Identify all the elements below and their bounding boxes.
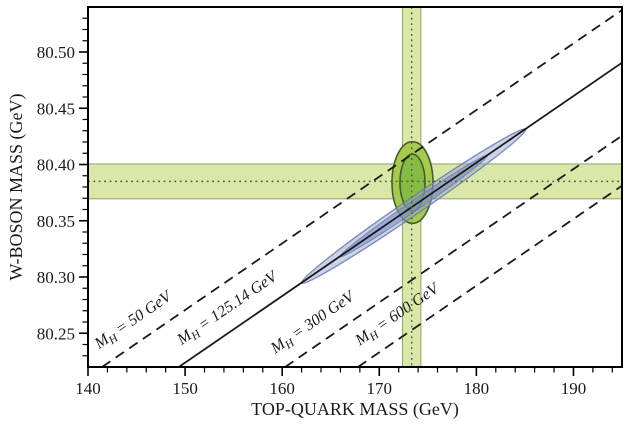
y-tick-label: 80.45 — [37, 99, 75, 118]
higgs-line-300 — [284, 134, 622, 367]
higgs-line-label-300: MH = 300 GeV — [267, 287, 361, 360]
higgs-line-50 — [101, 9, 622, 367]
x-tick-label: 180 — [464, 379, 490, 398]
higgs-line-125.14 — [178, 61, 622, 367]
y-tick-label: 80.35 — [37, 212, 75, 231]
higgs-line-600 — [357, 184, 622, 367]
y-axis-title: W-BOSON MASS (GeV) — [6, 93, 27, 280]
y-tick-label: 80.30 — [37, 268, 75, 287]
x-tick-label: 190 — [561, 379, 587, 398]
x-tick-label: 170 — [367, 379, 393, 398]
y-tick-label: 80.50 — [37, 43, 75, 62]
y-tick-label: 80.40 — [37, 156, 75, 175]
x-tick-label: 160 — [269, 379, 295, 398]
x-tick-label: 150 — [172, 379, 198, 398]
x-tick-label: 140 — [75, 379, 101, 398]
x-axis-title: TOP-QUARK MASS (GeV) — [251, 399, 459, 420]
plot-area — [88, 7, 622, 367]
higgs-line-label-group-300: MH = 300 GeV — [267, 287, 361, 360]
y-tick-label: 80.25 — [37, 324, 75, 343]
